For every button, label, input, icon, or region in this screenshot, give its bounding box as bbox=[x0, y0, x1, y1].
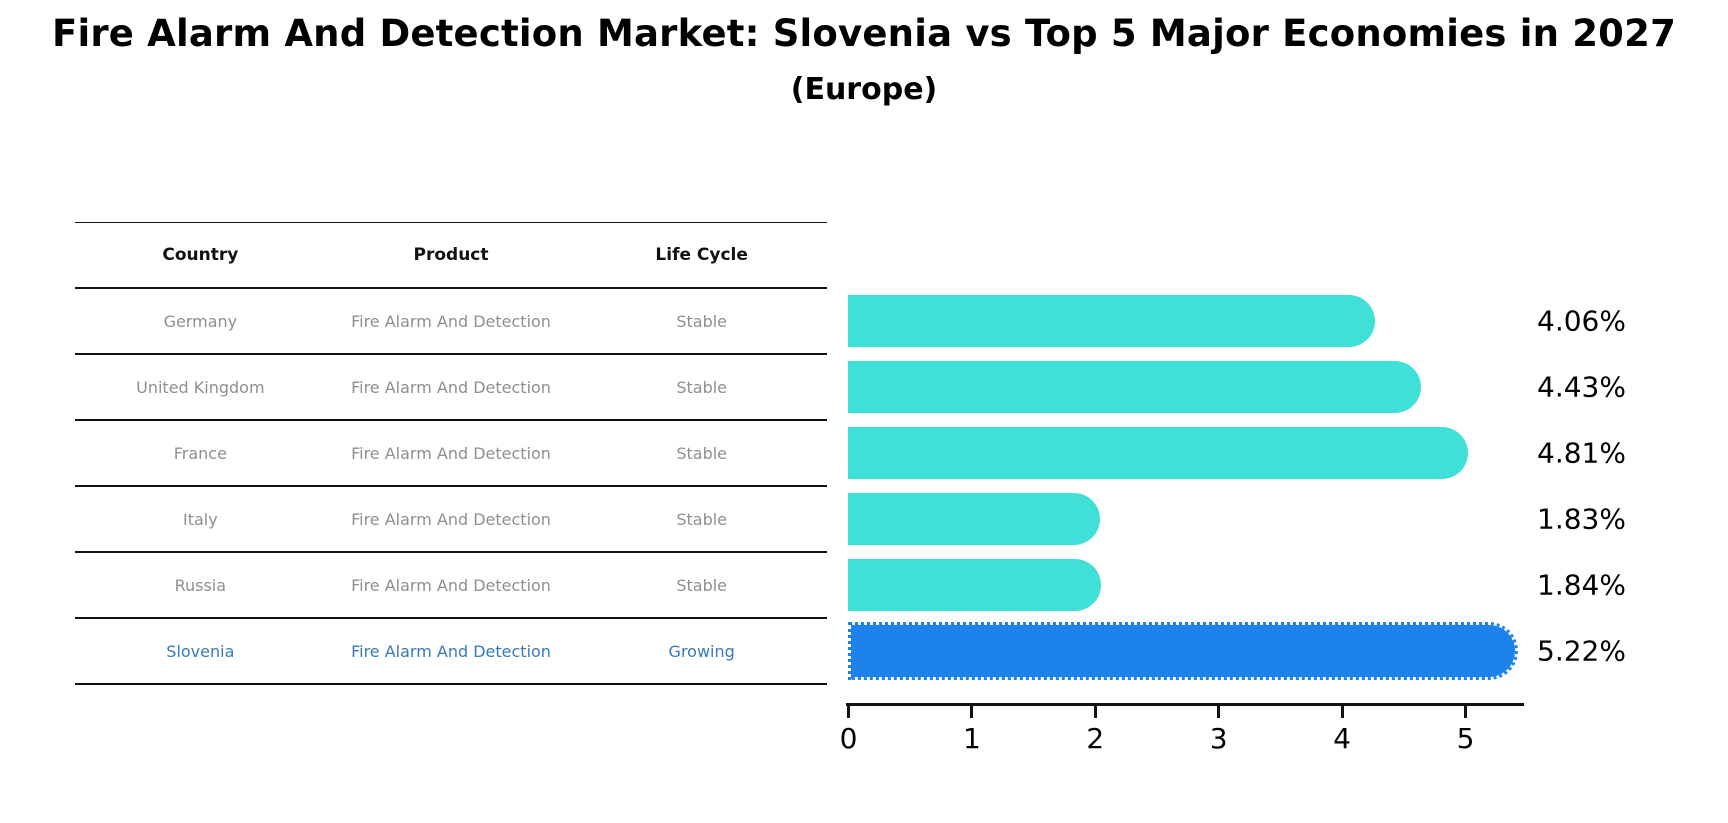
cell-product: Fire Alarm And Detection bbox=[351, 575, 551, 595]
cell-lifecycle: Stable bbox=[676, 311, 728, 331]
x-axis: 0 1 2 3 4 5 bbox=[840, 706, 1524, 776]
chart-subtitle: (Europe) bbox=[790, 72, 938, 107]
bar-united-kingdom bbox=[848, 361, 1421, 413]
table-row-germany: Germany Fire Alarm And Detection Stable bbox=[75, 289, 827, 355]
tick-mark bbox=[1217, 706, 1221, 718]
bar-row-russia: 1.84% bbox=[848, 552, 1648, 618]
bar-row-france: 4.81% bbox=[848, 420, 1648, 486]
cell-country: Russia bbox=[174, 575, 227, 595]
cell-product: Fire Alarm And Detection bbox=[351, 509, 551, 529]
cell-country: Germany bbox=[163, 311, 238, 331]
bar-value-label: 4.81% bbox=[1537, 436, 1626, 470]
tick-mark bbox=[1340, 706, 1344, 718]
cell-product: Fire Alarm And Detection bbox=[351, 443, 551, 463]
table-row-russia: Russia Fire Alarm And Detection Stable bbox=[75, 553, 827, 619]
bar-value-label: 4.43% bbox=[1537, 370, 1626, 404]
bar-slovenia bbox=[848, 622, 1519, 680]
bar-value-label: 1.84% bbox=[1537, 568, 1626, 602]
data-table: Country Product Life Cycle Germany Fire … bbox=[75, 222, 827, 685]
bar-row-slovenia: 5.22% bbox=[848, 618, 1648, 684]
cell-lifecycle: Stable bbox=[676, 575, 728, 595]
bar-value-label: 5.22% bbox=[1537, 634, 1626, 668]
cell-lifecycle: Stable bbox=[676, 377, 728, 397]
bar-italy bbox=[848, 493, 1100, 545]
tick-label: 3 bbox=[1209, 722, 1228, 755]
tick-label: 0 bbox=[839, 722, 858, 755]
bar-germany bbox=[848, 295, 1375, 347]
cell-product: Fire Alarm And Detection bbox=[351, 641, 551, 661]
table-row-italy: Italy Fire Alarm And Detection Stable bbox=[75, 487, 827, 553]
table-row-united-kingdom: United Kingdom Fire Alarm And Detection … bbox=[75, 355, 827, 421]
tick-mark bbox=[1464, 706, 1467, 718]
cell-product: Fire Alarm And Detection bbox=[351, 311, 551, 331]
table-header-row: Country Product Life Cycle bbox=[75, 223, 827, 289]
tick-label: 4 bbox=[1333, 722, 1352, 755]
bar-row-italy: 1.83% bbox=[848, 486, 1648, 552]
tick-mark bbox=[847, 706, 850, 718]
cell-country: United Kingdom bbox=[136, 377, 265, 397]
table-header-lifecycle: Life Cycle bbox=[655, 245, 748, 265]
bar-russia bbox=[848, 559, 1102, 611]
cell-country: Slovenia bbox=[166, 641, 235, 661]
bar-chart: 4.06% 4.43% 4.81% 1.83% 1.84% 5.22% bbox=[848, 222, 1648, 684]
table-header-country: Country bbox=[162, 245, 239, 265]
table-row-slovenia: Slovenia Fire Alarm And Detection Growin… bbox=[75, 619, 827, 685]
x-axis-line bbox=[846, 703, 1524, 706]
cell-product: Fire Alarm And Detection bbox=[351, 377, 551, 397]
chart-title: Fire Alarm And Detection Market: Sloveni… bbox=[51, 12, 1677, 55]
bar-value-label: 4.06% bbox=[1537, 304, 1626, 338]
bar-france bbox=[848, 427, 1468, 479]
tick-label: 5 bbox=[1456, 722, 1475, 755]
cell-country: France bbox=[173, 443, 227, 463]
cell-lifecycle: Growing bbox=[668, 641, 735, 661]
cell-lifecycle: Stable bbox=[676, 443, 728, 463]
bar-row-germany: 4.06% bbox=[848, 288, 1648, 354]
cell-lifecycle: Stable bbox=[676, 509, 728, 529]
chart-header-spacer bbox=[848, 222, 1648, 288]
tick-mark bbox=[1093, 706, 1097, 718]
bar-row-united-kingdom: 4.43% bbox=[848, 354, 1648, 420]
tick-mark bbox=[970, 706, 974, 718]
cell-country: Italy bbox=[182, 509, 218, 529]
tick-label: 1 bbox=[962, 722, 981, 755]
tick-label: 2 bbox=[1086, 722, 1105, 755]
table-row-france: France Fire Alarm And Detection Stable bbox=[75, 421, 827, 487]
bar-value-label: 1.83% bbox=[1537, 502, 1626, 536]
table-header-product: Product bbox=[413, 245, 489, 265]
